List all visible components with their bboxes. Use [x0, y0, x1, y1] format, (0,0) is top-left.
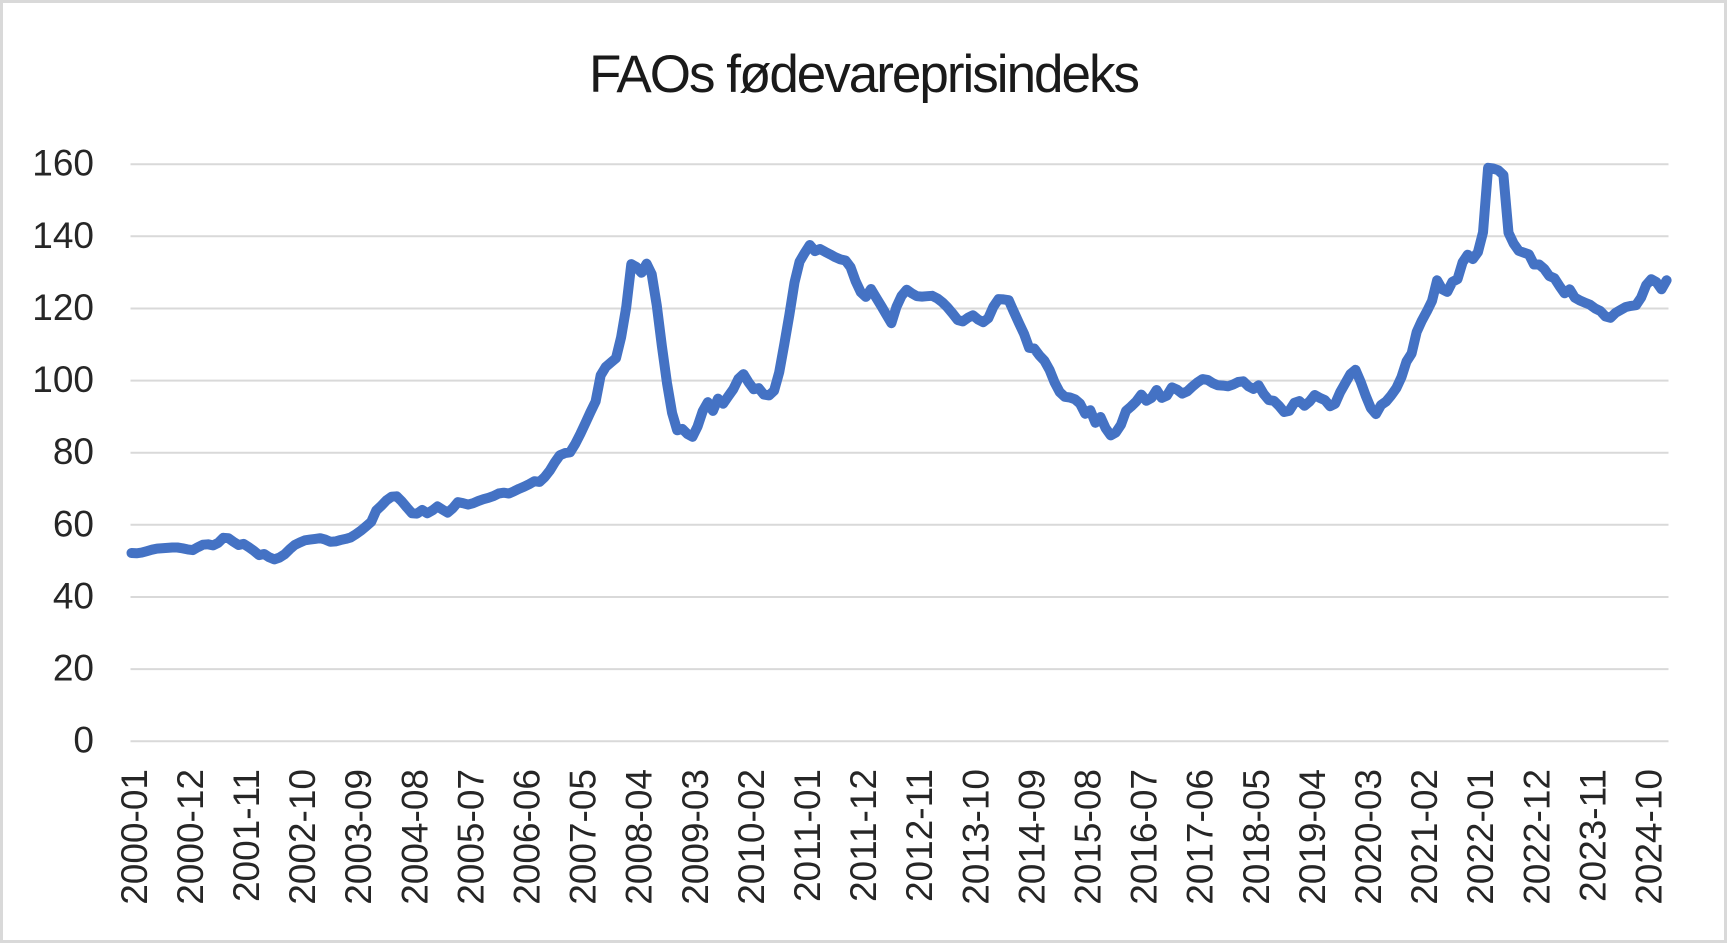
svg-text:2023-11: 2023-11	[1572, 769, 1613, 902]
svg-text:2004-08: 2004-08	[394, 769, 435, 905]
svg-text:160: 160	[32, 143, 94, 184]
svg-text:60: 60	[53, 503, 94, 544]
svg-text:2009-03: 2009-03	[675, 769, 716, 905]
svg-text:2020-03: 2020-03	[1348, 769, 1389, 905]
svg-text:2000-12: 2000-12	[170, 769, 211, 905]
svg-text:2012-11: 2012-11	[899, 769, 940, 902]
svg-text:2022-01: 2022-01	[1460, 769, 1501, 905]
svg-text:2005-07: 2005-07	[450, 769, 491, 905]
svg-text:20: 20	[53, 648, 94, 689]
svg-text:2001-11: 2001-11	[226, 769, 267, 902]
svg-text:2008-04: 2008-04	[619, 769, 660, 905]
svg-text:100: 100	[32, 359, 94, 400]
svg-text:2000-01: 2000-01	[114, 769, 155, 905]
svg-text:FAOs fødevareprisindeks: FAOs fødevareprisindeks	[589, 45, 1139, 104]
svg-text:40: 40	[53, 576, 94, 617]
svg-text:2006-06: 2006-06	[507, 769, 548, 905]
svg-text:2018-05: 2018-05	[1236, 769, 1277, 905]
svg-text:2024-10: 2024-10	[1629, 769, 1670, 905]
svg-text:2019-04: 2019-04	[1292, 769, 1333, 905]
svg-text:2014-09: 2014-09	[1011, 769, 1052, 905]
svg-text:80: 80	[53, 431, 94, 472]
svg-text:2011-12: 2011-12	[843, 769, 884, 902]
svg-text:2013-10: 2013-10	[955, 769, 996, 905]
svg-text:2016-07: 2016-07	[1124, 769, 1165, 905]
svg-text:2002-10: 2002-10	[282, 769, 323, 905]
svg-text:2003-09: 2003-09	[338, 769, 379, 905]
svg-text:2007-05: 2007-05	[563, 769, 604, 905]
svg-text:2015-08: 2015-08	[1068, 769, 1109, 905]
svg-text:2011-01: 2011-01	[787, 769, 828, 902]
svg-text:120: 120	[32, 287, 94, 328]
svg-text:2021-02: 2021-02	[1404, 769, 1445, 905]
svg-text:0: 0	[73, 720, 94, 761]
svg-text:140: 140	[32, 215, 94, 256]
svg-text:2010-02: 2010-02	[731, 769, 772, 905]
svg-text:2022-12: 2022-12	[1516, 769, 1557, 905]
svg-text:2017-06: 2017-06	[1180, 769, 1221, 905]
